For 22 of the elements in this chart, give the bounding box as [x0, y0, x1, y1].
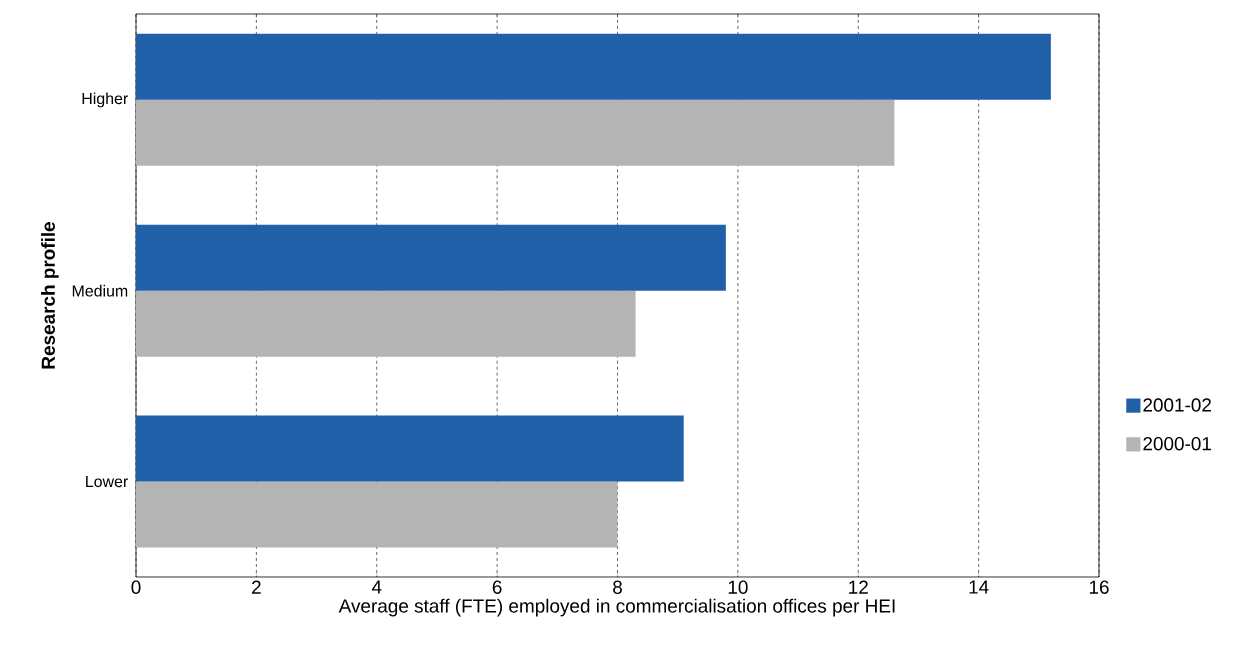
- y-tick-label: Lower: [86, 476, 128, 488]
- legend-label: 2000-01: [1143, 436, 1211, 451]
- y-tick-label: Higher: [82, 92, 128, 108]
- bar: [136, 224, 726, 291]
- x-tick-label: 6: [492, 580, 502, 594]
- x-tick-label: 14: [969, 580, 989, 594]
- bar: [136, 481, 618, 548]
- bar: [136, 290, 636, 357]
- x-tick-label: 10: [728, 580, 748, 594]
- x-axis-title: Average staff (FTE) employed in commercialisation offices per HEI: [338, 598, 895, 617]
- x-tick-label: 8: [613, 580, 622, 594]
- bar: [136, 99, 895, 166]
- y-tick-label: Medium: [72, 284, 128, 297]
- x-tick-label: 12: [849, 580, 868, 594]
- x-tick-label: 0: [131, 580, 141, 594]
- x-tick-label: 16: [1089, 580, 1109, 594]
- x-tick-label: 4: [371, 580, 382, 594]
- bar: [136, 33, 1051, 100]
- y-axis-title: Research profile: [41, 222, 59, 369]
- legend-label: 2001-02: [1143, 398, 1211, 412]
- bar: [136, 415, 684, 482]
- x-tick-label: 2: [252, 580, 261, 594]
